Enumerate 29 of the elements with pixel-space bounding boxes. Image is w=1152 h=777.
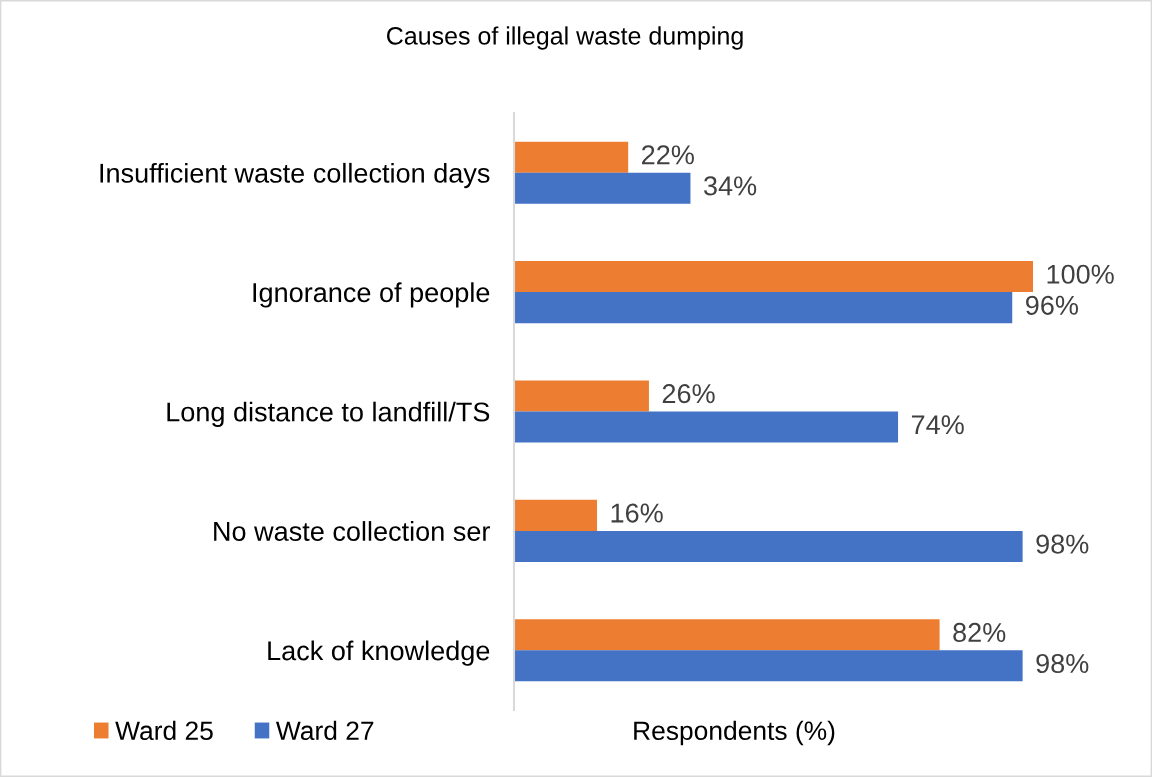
bar: [514, 619, 940, 651]
y-tick-label: Lack of knowledge: [268, 640, 490, 666]
y-tick-label: No waste collection ser: [214, 521, 490, 541]
data-label: 16%: [611, 503, 663, 523]
y-tick-label: Long distance to landfill/TS: [167, 401, 490, 427]
y-tick-label: Insufficient waste collection days: [100, 162, 490, 189]
bar: [514, 261, 1033, 293]
bar: [514, 141, 629, 173]
data-label: 98%: [1036, 534, 1089, 554]
bar: [514, 650, 1023, 682]
data-label: 22%: [642, 145, 694, 165]
legend-label: Ward 27: [275, 720, 374, 741]
y-tick-label: Ignorance of people: [253, 282, 490, 308]
data-label: 82%: [953, 622, 1006, 643]
data-label: 74%: [911, 415, 964, 435]
data-label: 98%: [1036, 653, 1089, 674]
bar: [514, 292, 1013, 324]
data-label: 26%: [662, 384, 715, 404]
data-label: 34%: [703, 176, 757, 196]
bar: [514, 380, 649, 412]
chart-title: Causes of illegal waste dumping: [387, 26, 743, 50]
x-axis-title: Respondents (%): [634, 720, 835, 746]
bar: [514, 530, 1023, 562]
bar: [514, 411, 899, 443]
bar: [514, 172, 691, 204]
data-label: 100%: [1047, 264, 1114, 284]
data-label: 96%: [1026, 295, 1078, 315]
legend-label: Ward 25: [115, 720, 213, 741]
bar: [514, 499, 598, 531]
